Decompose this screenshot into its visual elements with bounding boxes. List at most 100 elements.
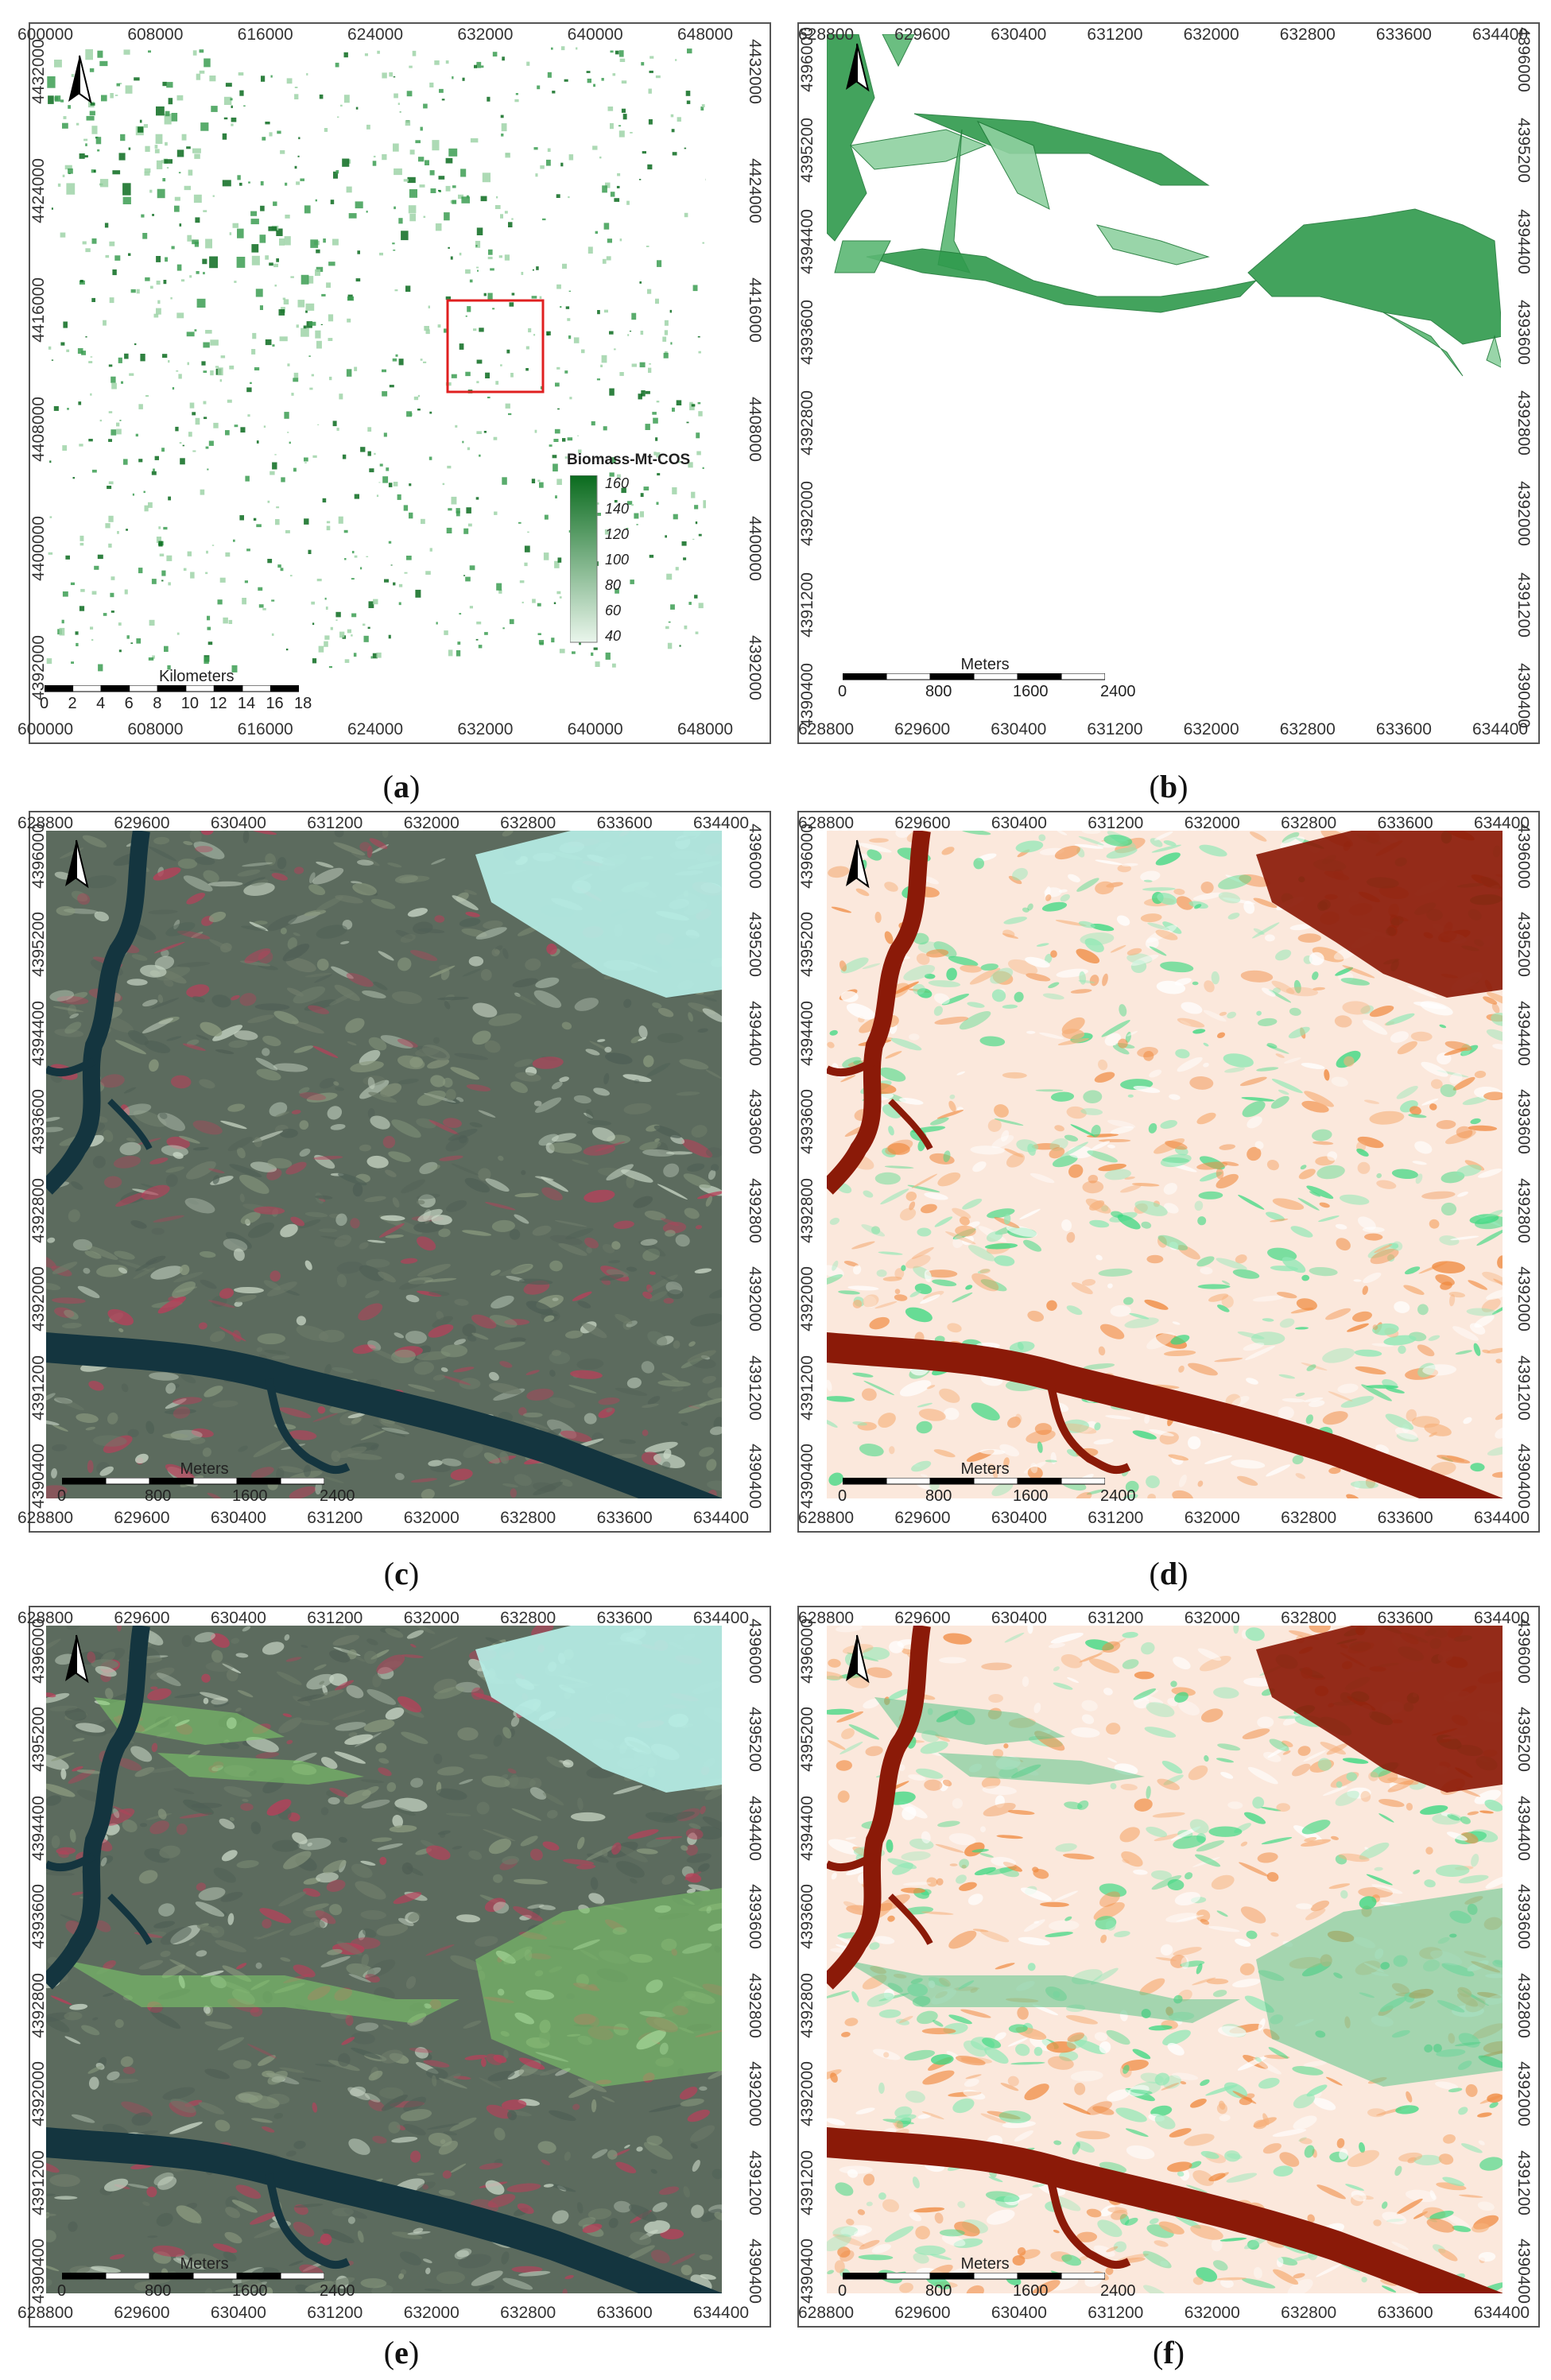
y-tick-label-left: 4392800 [29,1972,48,2038]
x-tick-label-top: 629600 [894,1609,951,1627]
x-tick-label-bottom: 632800 [1281,2304,1337,2322]
y-tick-label-right: 4396000 [745,1618,764,1684]
x-tick-label-top: 616000 [237,25,293,44]
y-tick-label-left: 4390400 [797,663,816,728]
panel-frame [797,22,1540,744]
x-tick-label-top: 632800 [1279,25,1336,44]
scale-bar-label: 2400 [1100,683,1136,700]
panel-frame [797,1606,1540,2328]
x-tick-label-bottom: 634400 [1472,720,1529,738]
scale-bar-label: 1600 [1013,1487,1049,1505]
y-tick-label-left: 4392000 [29,1266,48,1332]
x-tick-label-top: 631200 [1088,814,1144,832]
x-tick-label-bottom: 634400 [1474,1509,1530,1527]
y-tick-label-left: 4390400 [29,2239,48,2304]
x-tick-label-top: 608000 [127,25,184,44]
y-tick-label-left: 4393600 [797,299,816,365]
scale-bar-label: 0 [838,683,847,700]
x-tick-label-top: 632800 [1281,814,1337,832]
y-tick-label-right: 4392800 [745,1177,764,1243]
panel-frame [29,1606,771,2328]
scale-bar: Meters 0 800 1600 2400 [838,2255,1136,2301]
x-tick-label-bottom: 628800 [798,720,855,738]
x-tick-label-bottom: 629600 [114,1509,170,1527]
river-layer [46,1626,722,2293]
x-tick-label-bottom: 630400 [991,720,1047,738]
y-tick-label-right: 4391200 [745,1355,764,1421]
y-tick-label-left: 4394400 [29,1795,48,1861]
x-tick-label-bottom: 616000 [237,720,293,738]
x-tick-label-bottom: 632000 [1183,720,1239,738]
y-tick-label-right: 4393600 [745,1884,764,1950]
y-tick-label-right: 4395200 [1514,912,1533,978]
scale-bar-label: 18 [294,695,312,712]
y-tick-label-right: 4392000 [1514,481,1533,547]
legend-color-ramp [570,475,598,643]
legend-title: Biomass-Mt-COS [567,452,691,468]
y-tick-label-left: 4394400 [797,1795,816,1861]
panel-caption: (e) [383,2335,420,2370]
scale-bar-title: Meters [180,1460,229,1478]
x-tick-label-top: 633600 [1377,814,1433,832]
x-tick-label-bottom: 633600 [1377,2304,1433,2322]
north-arrow-icon [846,43,870,92]
legend-value: 40 [605,628,622,644]
north-arrow-icon [846,1634,870,1684]
x-tick-label-top: 600000 [17,25,74,44]
x-tick-label-top: 631200 [307,814,363,832]
y-tick-label-right: 4390400 [1514,663,1533,728]
y-tick-label-left: 4396000 [797,824,816,889]
scale-bar-title: Meters [960,2255,1010,2273]
x-tick-label-top: 629600 [114,1609,170,1627]
x-tick-label-bottom: 634400 [693,2304,750,2322]
surface-texture [827,1626,1503,2293]
y-tick-label-right: 4393600 [1514,299,1533,365]
scale-bar-title: Meters [960,656,1010,673]
scale-bar-label: 800 [925,1487,952,1505]
x-tick-label-bottom: 634400 [693,1509,750,1527]
x-tick-label-top: 631200 [1088,1609,1144,1627]
y-tick-label-right: 4394400 [1514,1795,1533,1861]
scale-bar-label: 12 [209,695,227,712]
scale-bar-label: 0 [838,1487,847,1505]
burn-scar-area [1256,831,1503,998]
scale-bar: Kilometers 0 2 4 6 8 10 12 14 16 18 [40,668,312,714]
y-tick-label-right: 4396000 [1514,27,1533,92]
x-tick-label-bottom: 640000 [567,720,623,738]
y-tick-label-right: 4392800 [745,1972,764,2038]
scale-bar-label: 10 [180,695,200,712]
x-tick-label-bottom: 632800 [500,1509,556,1527]
x-tick-label-bottom: 633600 [596,2304,653,2322]
x-tick-label-bottom: 648000 [677,720,734,738]
scale-bar: Meters 0 800 1600 2400 [838,1460,1136,1506]
x-tick-label-bottom: 630400 [210,2304,266,2322]
y-tick-label-left: 4393600 [29,1089,48,1155]
scale-bar-label: 800 [145,1487,172,1505]
y-tick-label-left: 4390400 [29,1444,48,1509]
y-tick-label-left: 4392800 [29,1177,48,1243]
y-tick-label-right: 4390400 [1514,2239,1533,2304]
y-tick-label-right: 4393600 [1514,1089,1533,1155]
scale-bar-label: 1600 [1013,683,1049,700]
x-tick-label-top: 624000 [347,25,404,44]
scale-bar-label: 800 [925,683,952,700]
x-tick-label-bottom: 629600 [894,720,951,738]
y-tick-label-left: 4392000 [797,481,816,547]
x-tick-label-top: 628800 [17,1609,74,1627]
x-tick-label-bottom: 631200 [1088,2304,1144,2322]
x-tick-label-top: 632800 [500,1609,556,1627]
y-tick-label-left: 4394400 [797,208,816,274]
legend-value: 160 [605,475,630,491]
scale-bar-label: 800 [145,2282,172,2300]
x-tick-label-top: 634400 [1474,814,1530,832]
panel-caption-letter: c [394,1556,409,1591]
panel-caption-letter: a [394,769,409,804]
y-tick-label-right: 4396000 [745,824,764,889]
map-canvas [827,34,1501,718]
y-tick-label-right: 4392000 [1514,1266,1533,1332]
scale-bar-label: 800 [925,2282,952,2300]
x-tick-label-top: 629600 [114,814,170,832]
y-tick-label-right: 4392000 [1514,2061,1533,2127]
x-tick-label-top: 628800 [798,25,855,44]
x-tick-label-bottom: 632800 [500,2304,556,2322]
